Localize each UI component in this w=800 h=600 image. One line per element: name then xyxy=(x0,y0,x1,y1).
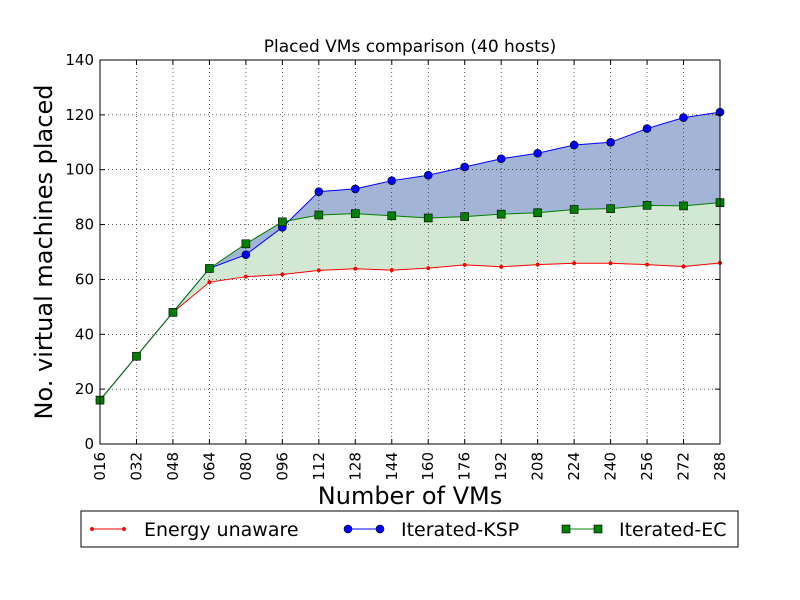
x-tick-label: 288 xyxy=(711,452,729,481)
series-iterated-ec xyxy=(95,198,725,405)
data-point xyxy=(426,266,431,271)
data-point xyxy=(606,137,615,147)
legend-item-iterated-ec: Iterated-EC xyxy=(561,519,727,541)
data-point xyxy=(606,204,615,213)
series-line xyxy=(99,202,721,401)
x-tick-label: 048 xyxy=(164,452,182,481)
x-tick-label: 080 xyxy=(237,452,255,481)
data-point xyxy=(608,261,613,266)
y-tick-label: 140 xyxy=(65,51,94,69)
data-point xyxy=(460,162,470,172)
fill-area-0 xyxy=(100,202,720,401)
axis-ticks: 0 20 40 60 80 100 120 140 016 032 048 064 080 096 112 1… xyxy=(65,51,729,481)
x-tick-label: 160 xyxy=(419,452,437,481)
x-tick-label: 144 xyxy=(383,452,401,481)
data-point xyxy=(569,205,579,214)
legend-label: Iterated-EC xyxy=(619,519,727,541)
data-point xyxy=(499,264,504,269)
data-point xyxy=(353,266,358,271)
legend-marker xyxy=(375,524,385,534)
y-tick-label: 40 xyxy=(75,325,94,343)
data-point xyxy=(679,201,688,211)
data-point xyxy=(496,209,506,219)
data-point xyxy=(389,268,394,273)
legend-marker xyxy=(89,526,95,532)
data-point xyxy=(533,208,542,218)
chart-title: Placed VMs comparison (40 hosts) xyxy=(264,37,556,57)
legend-label: Iterated-KSP xyxy=(401,519,519,541)
y-tick-label: 120 xyxy=(65,106,94,124)
data-point xyxy=(460,212,470,221)
legend-item-iterated-ksp: Iterated-KSP xyxy=(343,519,519,541)
x-tick-label: 208 xyxy=(529,452,547,481)
x-tick-label: 016 xyxy=(91,452,109,481)
data-point xyxy=(642,124,652,133)
x-tick-label: 224 xyxy=(565,452,583,481)
legend: Energy unaware Iterated-KSP Iterated-EC xyxy=(80,510,739,548)
series-energy-unaware xyxy=(97,260,723,403)
data-point xyxy=(642,201,652,210)
x-tick-label: 272 xyxy=(675,452,693,481)
x-tick-label: 032 xyxy=(127,452,145,481)
x-tick-label: 256 xyxy=(638,452,656,481)
y-axis-label: No. virtual machines placed xyxy=(30,85,58,420)
data-point xyxy=(314,210,324,220)
data-point xyxy=(243,274,248,279)
y-tick-label: 80 xyxy=(75,216,94,234)
data-point xyxy=(350,209,360,218)
data-point xyxy=(168,308,178,317)
y-tick-label: 20 xyxy=(75,380,94,398)
series-line xyxy=(99,262,721,401)
data-point xyxy=(207,280,212,285)
fill-areas xyxy=(100,112,720,401)
data-point xyxy=(278,217,287,227)
x-tick-label: 192 xyxy=(492,452,510,481)
data-point xyxy=(645,262,650,267)
data-point xyxy=(462,262,467,267)
x-tick-label: 096 xyxy=(273,452,291,481)
x-tick-label: 176 xyxy=(456,452,474,481)
data-point xyxy=(205,264,214,273)
x-axis-label: Number of VMs xyxy=(318,482,502,510)
legend-item-energy-unaware: Energy unaware xyxy=(89,519,299,541)
data-point xyxy=(496,154,506,164)
data-point xyxy=(679,113,688,122)
data-point xyxy=(423,170,433,180)
legend-marker xyxy=(121,526,127,532)
legend-marker xyxy=(593,524,603,534)
data-point xyxy=(535,262,540,267)
data-point xyxy=(387,211,397,221)
data-point xyxy=(533,148,542,158)
legend-label: Energy unaware xyxy=(144,519,299,541)
x-tick-label: 240 xyxy=(602,452,620,481)
data-point xyxy=(241,239,251,249)
data-point xyxy=(314,187,324,196)
data-point xyxy=(569,140,579,150)
data-point xyxy=(387,176,397,185)
fill-area-1 xyxy=(100,112,720,401)
data-point xyxy=(572,261,577,266)
y-tick-label: 100 xyxy=(65,161,94,179)
plot-frame xyxy=(99,59,721,445)
y-tick-label: 0 xyxy=(84,435,94,453)
data-point xyxy=(132,351,141,361)
data-point xyxy=(350,184,360,194)
legend-box xyxy=(80,510,739,548)
x-tick-label: 128 xyxy=(346,452,364,481)
data-point xyxy=(241,250,251,260)
legend-marker xyxy=(343,524,353,534)
data-point xyxy=(316,268,321,273)
data-point xyxy=(423,213,433,223)
y-tick-label: 60 xyxy=(75,270,94,288)
x-tick-label: 112 xyxy=(310,452,328,481)
data-point xyxy=(280,272,285,277)
legend-marker xyxy=(561,524,571,534)
data-series xyxy=(95,107,725,405)
data-point xyxy=(681,264,686,269)
x-tick-label: 064 xyxy=(200,452,218,481)
